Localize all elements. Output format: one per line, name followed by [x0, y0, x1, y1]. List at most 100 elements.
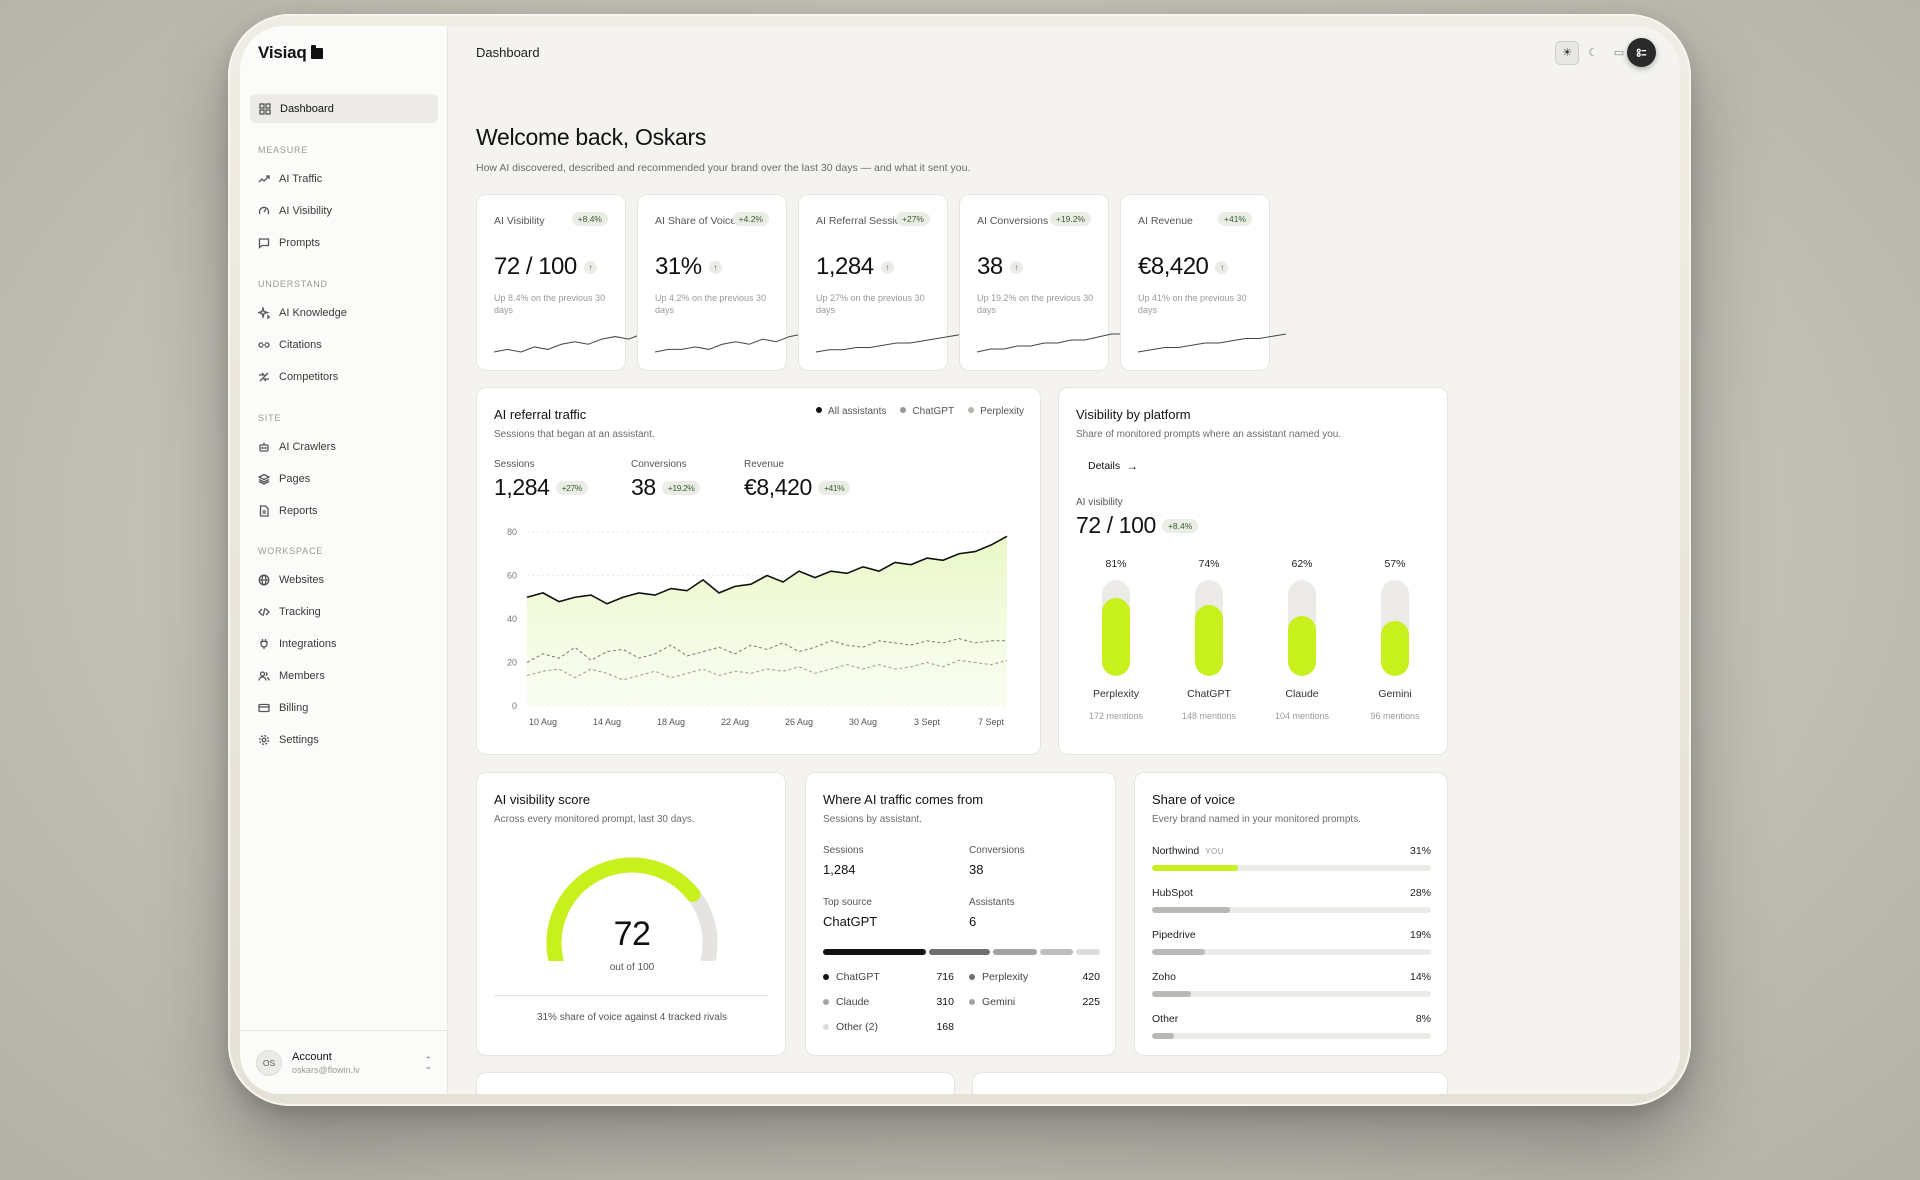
sidebar-item-settings[interactable]: Settings	[258, 732, 319, 748]
arrow-up-icon: ↑	[583, 260, 597, 274]
moon-icon[interactable]: ☾	[1588, 47, 1598, 59]
series-line-perplexity[interactable]	[526, 659, 1008, 681]
sidebar-item-label: AI Traffic	[279, 173, 323, 185]
sidebar-item-prompts[interactable]: Prompts	[258, 235, 320, 251]
source-row[interactable]: Claude 310	[823, 996, 954, 1008]
versus-icon	[258, 371, 270, 383]
sov-row[interactable]: Zoho 14%	[1152, 971, 1431, 997]
y-tick-label: 80	[507, 527, 517, 537]
platform-pill-track[interactable]	[1381, 580, 1409, 676]
kpi-note: Up 41% on the previous 30 days	[1138, 293, 1247, 315]
series-line-chatgpt[interactable]	[526, 638, 1007, 663]
sidebar-item-members[interactable]: Members	[258, 668, 325, 684]
x-tick-label: 7 Sept	[978, 717, 1005, 727]
legend-label: All assistants	[828, 406, 887, 417]
sidebar-item-label: Settings	[279, 734, 319, 746]
source-value: 420	[1082, 971, 1100, 983]
menu-toggle-icon[interactable]	[1627, 38, 1656, 67]
file-icon	[258, 505, 270, 517]
kpi-card[interactable]: AI Visibility +8.4% 72 / 100 ↑ Up 8.4% on th…	[476, 194, 642, 371]
sov-bar-track	[1152, 865, 1431, 871]
sidebar-item-label: AI Knowledge	[279, 307, 347, 319]
kpi-note: Up 4.2% on the previous 30 days	[655, 293, 767, 315]
source-segment-chatgpt[interactable]	[823, 949, 927, 955]
source-row[interactable]: Gemini 225	[969, 996, 1100, 1008]
sidebar: Visiaq Dashboard Measure AI Traffic AI V…	[240, 26, 448, 1094]
card-title: AI referral traffic	[494, 407, 587, 422]
kpi-card[interactable]: AI Revenue +41% €8,420 ↑ Up 41% on the previ…	[1120, 194, 1286, 371]
source-value: 168	[936, 1021, 954, 1033]
source-segment-gemini[interactable]	[1040, 949, 1073, 955]
sidebar-item-label: Billing	[279, 702, 309, 714]
sidebar-item-ai-traffic[interactable]: AI Traffic	[258, 171, 322, 187]
sov-row[interactable]: Pipedrive 19%	[1152, 929, 1431, 955]
source-name: ChatGPT	[836, 971, 880, 983]
details-link[interactable]: Details →	[1088, 459, 1138, 473]
sidebar-item-ai-visibility[interactable]: AI Visibility	[258, 203, 332, 219]
brand-logo[interactable]: Visiaq	[258, 43, 323, 63]
sidebar-item-integrations[interactable]: Integrations	[258, 636, 336, 652]
legend-item[interactable]: All assistants	[816, 406, 886, 417]
sidebar-item-pages[interactable]: Pages	[258, 471, 310, 487]
referral-line-chart[interactable]: 0 20 40 60 80 10 Aug 14 Aug 18 Aug 22 Aug 26 Aug 3…	[487, 522, 1027, 742]
delta-badge: +19.2%	[661, 480, 701, 495]
source-row[interactable]: Perplexity 420	[969, 971, 1100, 983]
app-screen: Visiaq Dashboard Measure AI Traffic AI V…	[240, 26, 1680, 1094]
sidebar-item-label: AI Visibility	[279, 205, 332, 217]
brand-name: Northwind	[1152, 845, 1200, 857]
sov-row[interactable]: HubSpot 28%	[1152, 887, 1431, 913]
brand-percent: 31%	[1409, 845, 1431, 857]
platform-mentions: 172 mentions	[1088, 711, 1144, 721]
sidebar-item-label: AI Crawlers	[279, 441, 336, 453]
sov-row[interactable]: Northwind YOU 31%	[1152, 845, 1431, 871]
kpi-note: Up 8.4% on the previous 30 days	[494, 293, 606, 315]
stat-label: Revenue	[744, 459, 785, 470]
legend-item[interactable]: Perplexity	[968, 406, 1024, 417]
source-segment-other-2-[interactable]	[1075, 949, 1100, 955]
plug-icon	[258, 638, 270, 650]
sidebar-item-websites[interactable]: Websites	[258, 572, 324, 588]
sov-row[interactable]: Other 8%	[1152, 1013, 1431, 1039]
source-row[interactable]: ChatGPT 716	[823, 971, 954, 983]
score-footer: 31% share of voice against 4 tracked riv…	[536, 1012, 728, 1023]
source-value: 225	[1082, 996, 1100, 1008]
kpi-card[interactable]: AI Referral Sessions +27% 1,284 ↑ Up 27% on …	[798, 194, 964, 371]
source-name: Other (2)	[836, 1021, 879, 1033]
sidebar-item-tracking[interactable]: Tracking	[258, 604, 321, 620]
chart-legend: All assistants ChatGPT Perplexity	[816, 406, 1024, 417]
source-stat: Top source ChatGPT	[823, 897, 877, 929]
source-value: 310	[936, 996, 954, 1008]
sun-icon[interactable]: ☀	[1555, 40, 1579, 65]
sov-bar-fill	[1152, 1033, 1175, 1039]
sidebar-item-ai-crawlers[interactable]: AI Crawlers	[258, 439, 336, 455]
account-switcher[interactable]: OS Account oskars@flowin.lv ⌃ ⌄	[240, 1030, 448, 1094]
kpi-card[interactable]: AI Share of Voice +4.2% 31% ↑ Up 4.2% on the…	[637, 194, 803, 371]
kpi-card[interactable]: AI Conversions +19.2% 38 ↑ Up 19.2% on the p…	[959, 194, 1125, 371]
sidebar-item-reports[interactable]: Reports	[258, 503, 318, 519]
main-content: Dashboard ☀ ☾ ▭ Welcome back, Oskars How…	[448, 26, 1680, 1094]
series-line-all-assistants[interactable]	[526, 535, 1008, 605]
sidebar-item-dashboard[interactable]: Dashboard	[250, 94, 438, 123]
sov-bar-track	[1152, 1033, 1431, 1039]
sidebar-item-label: Dashboard	[280, 102, 334, 115]
sidebar-item-citations[interactable]: Citations	[258, 337, 322, 353]
sidebar-item-competitors[interactable]: Competitors	[258, 369, 338, 385]
sidebar-item-label: Citations	[279, 339, 322, 351]
sidebar-item-ai-knowledge[interactable]: AI Knowledge	[258, 305, 347, 321]
sidebar-item-label: Tracking	[279, 606, 321, 618]
platform-pill-track[interactable]	[1195, 580, 1223, 676]
legend-item[interactable]: ChatGPT	[900, 406, 954, 417]
sidebar-item-billing[interactable]: Billing	[258, 700, 308, 716]
monitor-icon[interactable]: ▭	[1613, 47, 1625, 59]
stat-value: ChatGPT	[823, 914, 878, 929]
platform-pill-track[interactable]	[1102, 580, 1130, 676]
stat-label: Assistants	[969, 897, 1015, 908]
source-segment-perplexity[interactable]	[929, 949, 990, 955]
platform-pill-fill	[1195, 604, 1223, 676]
brand-name: HubSpot	[1152, 887, 1193, 899]
platform-pill-track[interactable]	[1288, 580, 1316, 676]
source-segment-claude[interactable]	[992, 949, 1038, 955]
source-row[interactable]: Other (2) 168	[823, 1021, 954, 1033]
x-tick-label: 22 Aug	[721, 717, 749, 727]
source-name: Gemini	[982, 996, 1016, 1008]
